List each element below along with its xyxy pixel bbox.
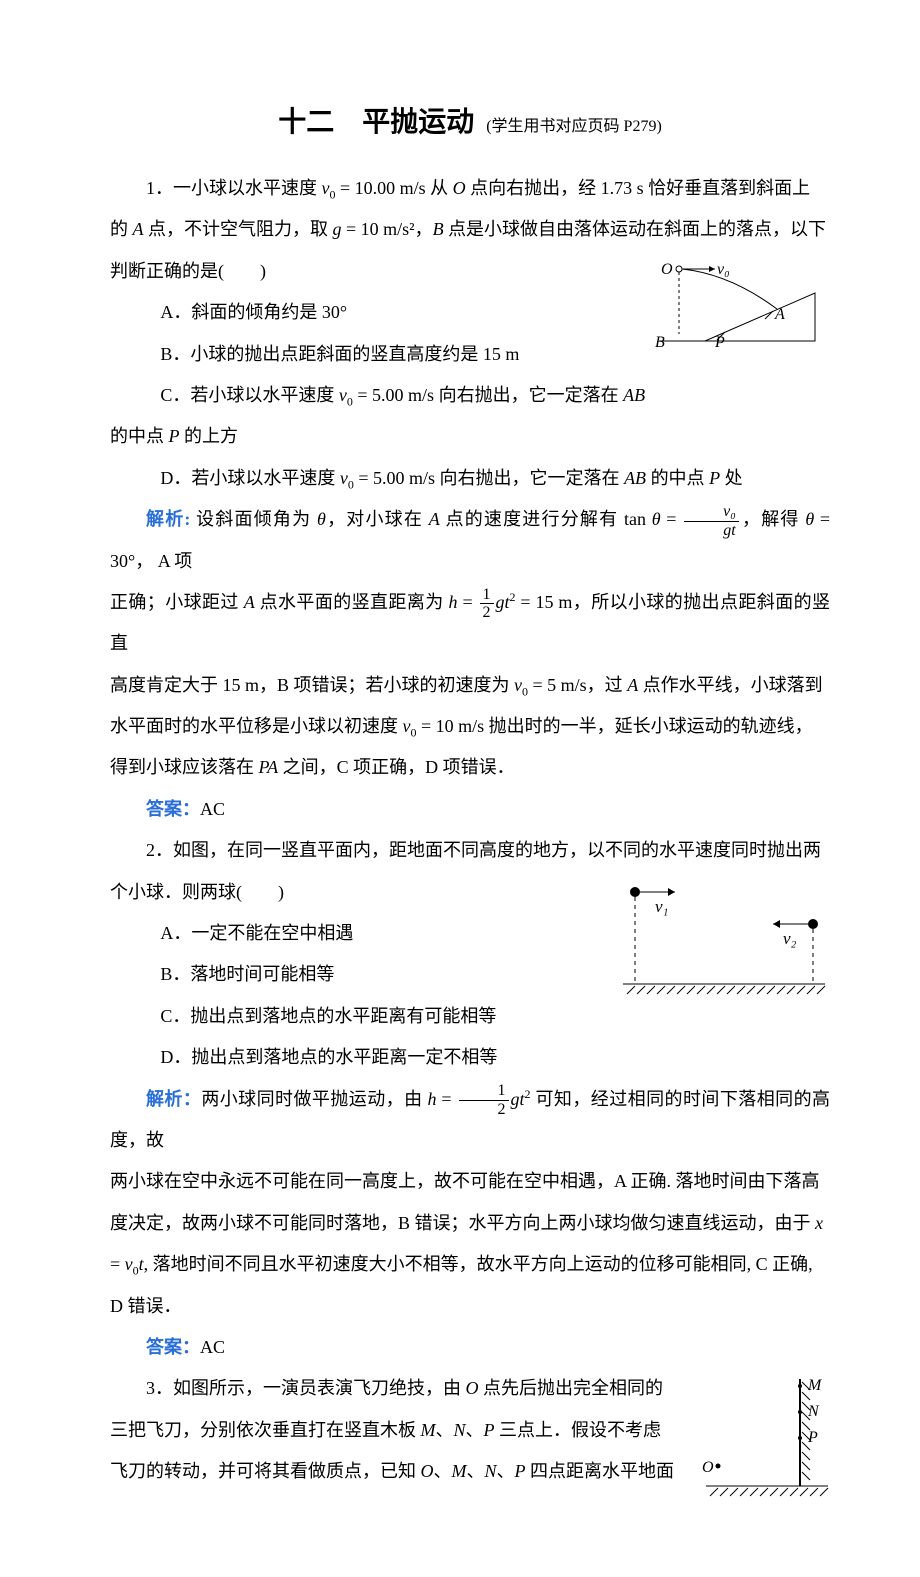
q1-stem-line1: 1．一小球以水平速度 v0 = 10.00 m/s 从 O 点向右抛出，经 1.… bbox=[110, 168, 830, 209]
q2-option-d: D．抛出点到落地点的水平距离一定不相等 bbox=[110, 1037, 830, 1078]
q1-analysis-line3: 高度肯定大于 15 m，B 项错误；若小球的初速度为 v0 = 5 m/s，过 … bbox=[110, 665, 830, 706]
q1-option-c-line2: 的中点 P 的上方 bbox=[110, 416, 830, 457]
answer-label: 答案： bbox=[146, 1337, 200, 1357]
q1-option-d: D．若小球以水平速度 v0 = 5.00 m/s 向右抛出，它一定落在 AB 的… bbox=[110, 458, 830, 499]
question-3: M N P O 3．如图所示，一演员表演飞刀绝技，由 O 点先后 bbox=[110, 1368, 830, 1517]
page-title: 十二 平抛运动 (学生用书对应页码 P279) bbox=[110, 100, 830, 140]
question-1: 1．一小球以水平速度 v0 = 10.00 m/s 从 O 点向右抛出，经 1.… bbox=[110, 168, 830, 830]
q2-analysis-line5: D 错误． bbox=[110, 1286, 830, 1327]
q2-stem-line1: 2．如图，在同一竖直平面内，距地面不同高度的地方，以不同的水平速度同时抛出两 bbox=[110, 830, 830, 871]
analysis-label: 解析: bbox=[146, 509, 196, 529]
q2-option-b: B．落地时间可能相等 bbox=[110, 954, 830, 995]
q2-option-a: A．一定不能在空中相遇 bbox=[110, 913, 830, 954]
question-2: 2．如图，在同一竖直平面内，距地面不同高度的地方，以不同的水平速度同时抛出两 v… bbox=[110, 830, 830, 1368]
title-main: 十二 平抛运动 bbox=[278, 106, 474, 137]
q1-answer: 答案：AC bbox=[110, 789, 830, 830]
q2-answer: 答案：AC bbox=[110, 1327, 830, 1368]
q1-analysis-line5: 得到小球应该落在 PA 之间，C 项正确，D 项错误． bbox=[110, 747, 830, 788]
analysis-label: 解析： bbox=[146, 1089, 201, 1109]
q1-analysis-line1: 解析: 设斜面倾角为 θ，对小球在 A 点的速度进行分解有 tan θ = v₀… bbox=[110, 499, 830, 582]
q3-stem-line1: 3．如图所示，一演员表演飞刀绝技，由 O 点先后抛出完全相同的 bbox=[110, 1368, 830, 1409]
q1-option-a: A．斜面的倾角约是 30° bbox=[110, 292, 830, 333]
q1-option-c-line1: C．若小球以水平速度 v0 = 5.00 m/s 向右抛出，它一定落在 AB bbox=[110, 375, 830, 416]
q2-analysis-line2: 两小球在空中永远不可能在同一高度上，故不可能在空中相遇，A 正确. 落地时间由下… bbox=[110, 1161, 830, 1202]
q3-stem-line2: 三把飞刀，分别依次垂直打在竖直木板 M、N、P 三点上．假设不考虑 bbox=[110, 1410, 830, 1451]
q2-analysis-line3: 度决定，故两小球不可能同时落地，B 错误；水平方向上两小球均做匀速直线运动，由于… bbox=[110, 1203, 830, 1244]
answer-label: 答案： bbox=[146, 799, 200, 819]
q2-analysis-line4: = v0t, 落地时间不同且水平初速度大小不相等，故水平方向上运动的位移可能相同… bbox=[110, 1244, 830, 1285]
q2-option-c: C．抛出点到落地点的水平距离有可能相等 bbox=[110, 996, 830, 1037]
title-sub: (学生用书对应页码 P279) bbox=[486, 118, 662, 135]
q2-stem-line2: 个小球．则两球( ) bbox=[110, 872, 830, 913]
q1-stem-line2: 的 A 点，不计空气阻力，取 g = 10 m/s²，B 点是小球做自由落体运动… bbox=[110, 209, 830, 250]
q3-stem-line3: 飞刀的转动，并可将其看做质点，已知 O、M、N、P 四点距离水平地面 bbox=[110, 1451, 830, 1492]
q1-option-b: B．小球的抛出点距斜面的竖直高度约是 15 m bbox=[110, 334, 830, 375]
q1-analysis-line2: 正确；小球距过 A 点水平面的竖直距离为 h = 12gt2 = 15 m，所以… bbox=[110, 582, 830, 665]
q1-stem-line3: 判断正确的是( ) bbox=[110, 251, 830, 292]
q2-analysis-line1: 解析：两小球同时做平抛运动，由 h = 12gt2 可知，经过相同的时间下落相同… bbox=[110, 1079, 830, 1162]
q1-analysis-line4: 水平面时的水平位移是小球以初速度 v0 = 10 m/s 抛出时的一半，延长小球… bbox=[110, 706, 830, 747]
